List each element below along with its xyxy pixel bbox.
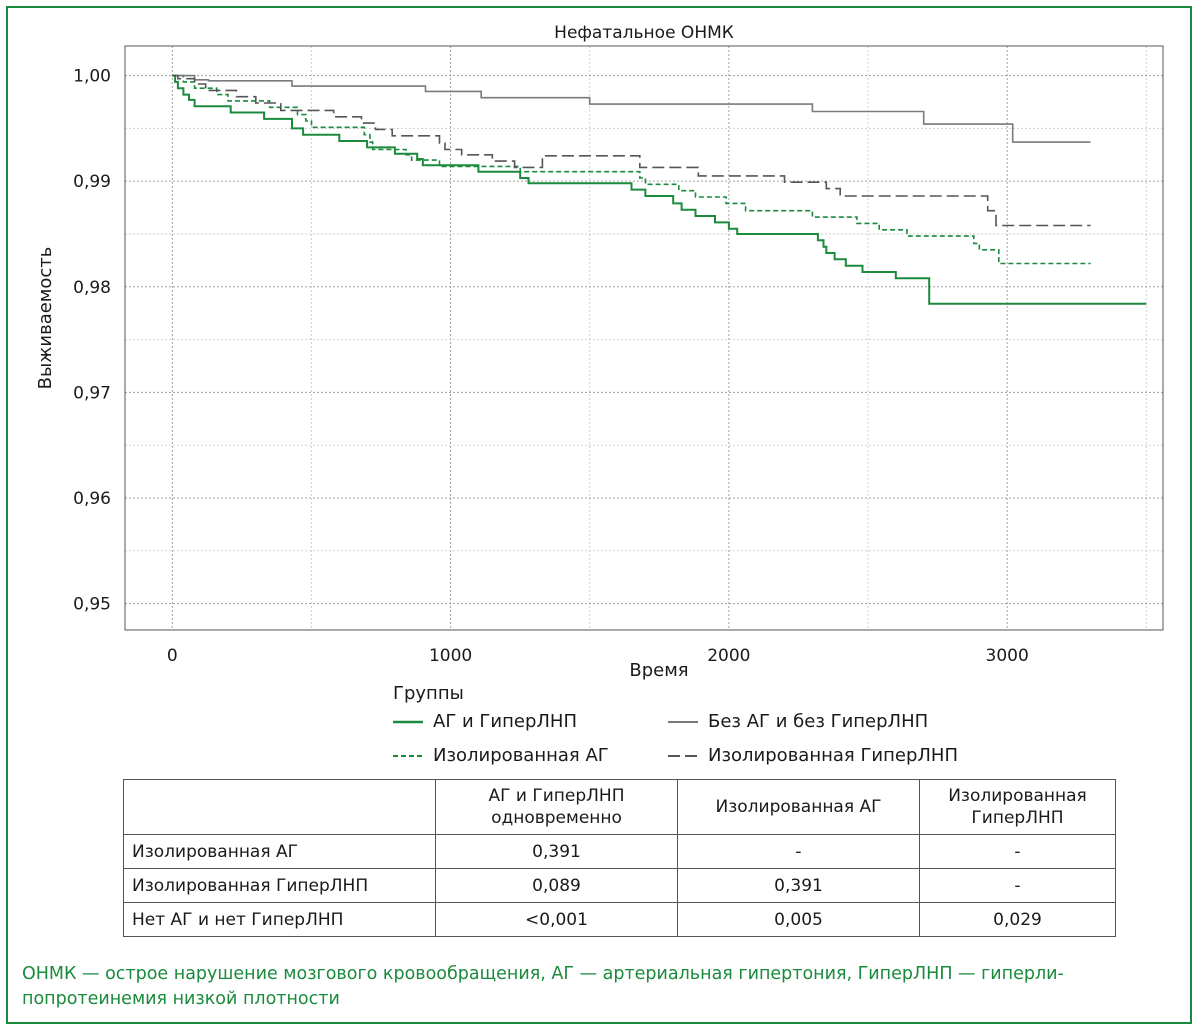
- header-line: Изолированная АГ: [715, 797, 882, 817]
- y-tick-label: 0,99: [73, 172, 111, 192]
- legend-label: Изолированная ГиперЛНП: [708, 745, 958, 766]
- footnote: ОНМК — острое нарушение мозгового кровоо…: [22, 962, 1182, 1012]
- table-cell: 0,089: [435, 868, 678, 903]
- legend-item-isolated-hyper: Изолированная ГиперЛНП: [668, 745, 958, 766]
- chart-title: Нефатальное ОНМК: [554, 23, 734, 43]
- header-line: ГиперЛНП: [971, 808, 1064, 828]
- table-cell: -: [919, 834, 1116, 869]
- legend-swatch-dashed-green: [393, 754, 423, 757]
- series-line-2: [172, 74, 1091, 143]
- table-cell: 0,029: [919, 902, 1116, 937]
- x-tick-label: 1000: [429, 646, 472, 666]
- table-header-row: АГ и ГиперЛНП одновременно Изолированная…: [123, 779, 1116, 835]
- table-header-isolated-ag: Изолированная АГ: [677, 779, 920, 835]
- table-cell: 0,391: [677, 868, 920, 903]
- y-tick-label: 1,00: [73, 67, 111, 87]
- series-line-3: [172, 74, 1091, 227]
- header-line: Изолированная: [948, 786, 1087, 806]
- footnote-line: попротеинемия низкой плотности: [22, 989, 340, 1009]
- table-header-ag-hyper: АГ и ГиперЛНП одновременно: [435, 779, 678, 835]
- row-label: Нет АГ и нет ГиперЛНП: [123, 902, 436, 937]
- y-tick-label: 0,95: [73, 595, 111, 615]
- legend-item-isolated-ag: Изолированная АГ: [393, 745, 609, 766]
- x-tick-label: 2000: [707, 646, 750, 666]
- table-cell: 0,005: [677, 902, 920, 937]
- table-row: Нет АГ и нет ГиперЛНП <0,001 0,005 0,029: [123, 902, 1116, 937]
- legend-label: Изолированная АГ: [433, 745, 609, 766]
- y-axis-label: Выживаемость: [35, 247, 56, 390]
- table-row: Изолированная ГиперЛНП 0,089 0,391 -: [123, 868, 1116, 903]
- table-header-isolated-hyper: Изолированная ГиперЛНП: [919, 779, 1116, 835]
- legend-swatch-longdash-gray: [668, 754, 698, 757]
- table-cell: 0,391: [435, 834, 678, 869]
- legend-title: Группы: [393, 683, 464, 704]
- y-tick-label: 0,98: [73, 278, 111, 298]
- table-cell: -: [677, 834, 920, 869]
- series-line-1: [172, 74, 1091, 265]
- header-line: одновременно: [491, 808, 622, 828]
- figure-frame: [6, 6, 1192, 1024]
- x-axis-label: Время: [629, 660, 688, 680]
- series-line-0: [172, 74, 1147, 305]
- legend-label: Без АГ и без ГиперЛНП: [708, 711, 929, 732]
- survival-chart: Нефатальное ОНМК 0 1000 2000 3000 0,95 0,96 0,9…: [35, 23, 1164, 680]
- legend-swatch-solid-gray: [668, 720, 698, 723]
- footnote-line: ОНМК — острое нарушение мозгового кровоо…: [22, 964, 1064, 984]
- plot-frame: [124, 45, 1164, 631]
- legend-item-none: Без АГ и без ГиперЛНП: [668, 711, 928, 732]
- table-header-empty: [123, 779, 436, 835]
- table-row: Изолированная АГ 0,391 - -: [123, 834, 1116, 869]
- pvalue-table: АГ и ГиперЛНП одновременно Изолированная…: [123, 779, 1116, 937]
- row-label: Изолированная АГ: [123, 834, 436, 869]
- header-line: АГ и ГиперЛНП: [488, 786, 625, 806]
- legend-swatch-solid-green: [393, 720, 423, 723]
- row-label: Изолированная ГиперЛНП: [123, 868, 436, 903]
- table-cell: -: [919, 868, 1116, 903]
- table-cell: <0,001: [435, 902, 678, 937]
- y-tick-label: 0,97: [73, 383, 111, 403]
- y-tick-label: 0,96: [73, 489, 111, 509]
- legend-label: АГ и ГиперЛНП: [433, 711, 577, 732]
- x-tick-label: 3000: [986, 646, 1029, 666]
- x-tick-label: 0: [167, 646, 178, 666]
- legend-item-ag-hyper: АГ и ГиперЛНП: [393, 711, 577, 732]
